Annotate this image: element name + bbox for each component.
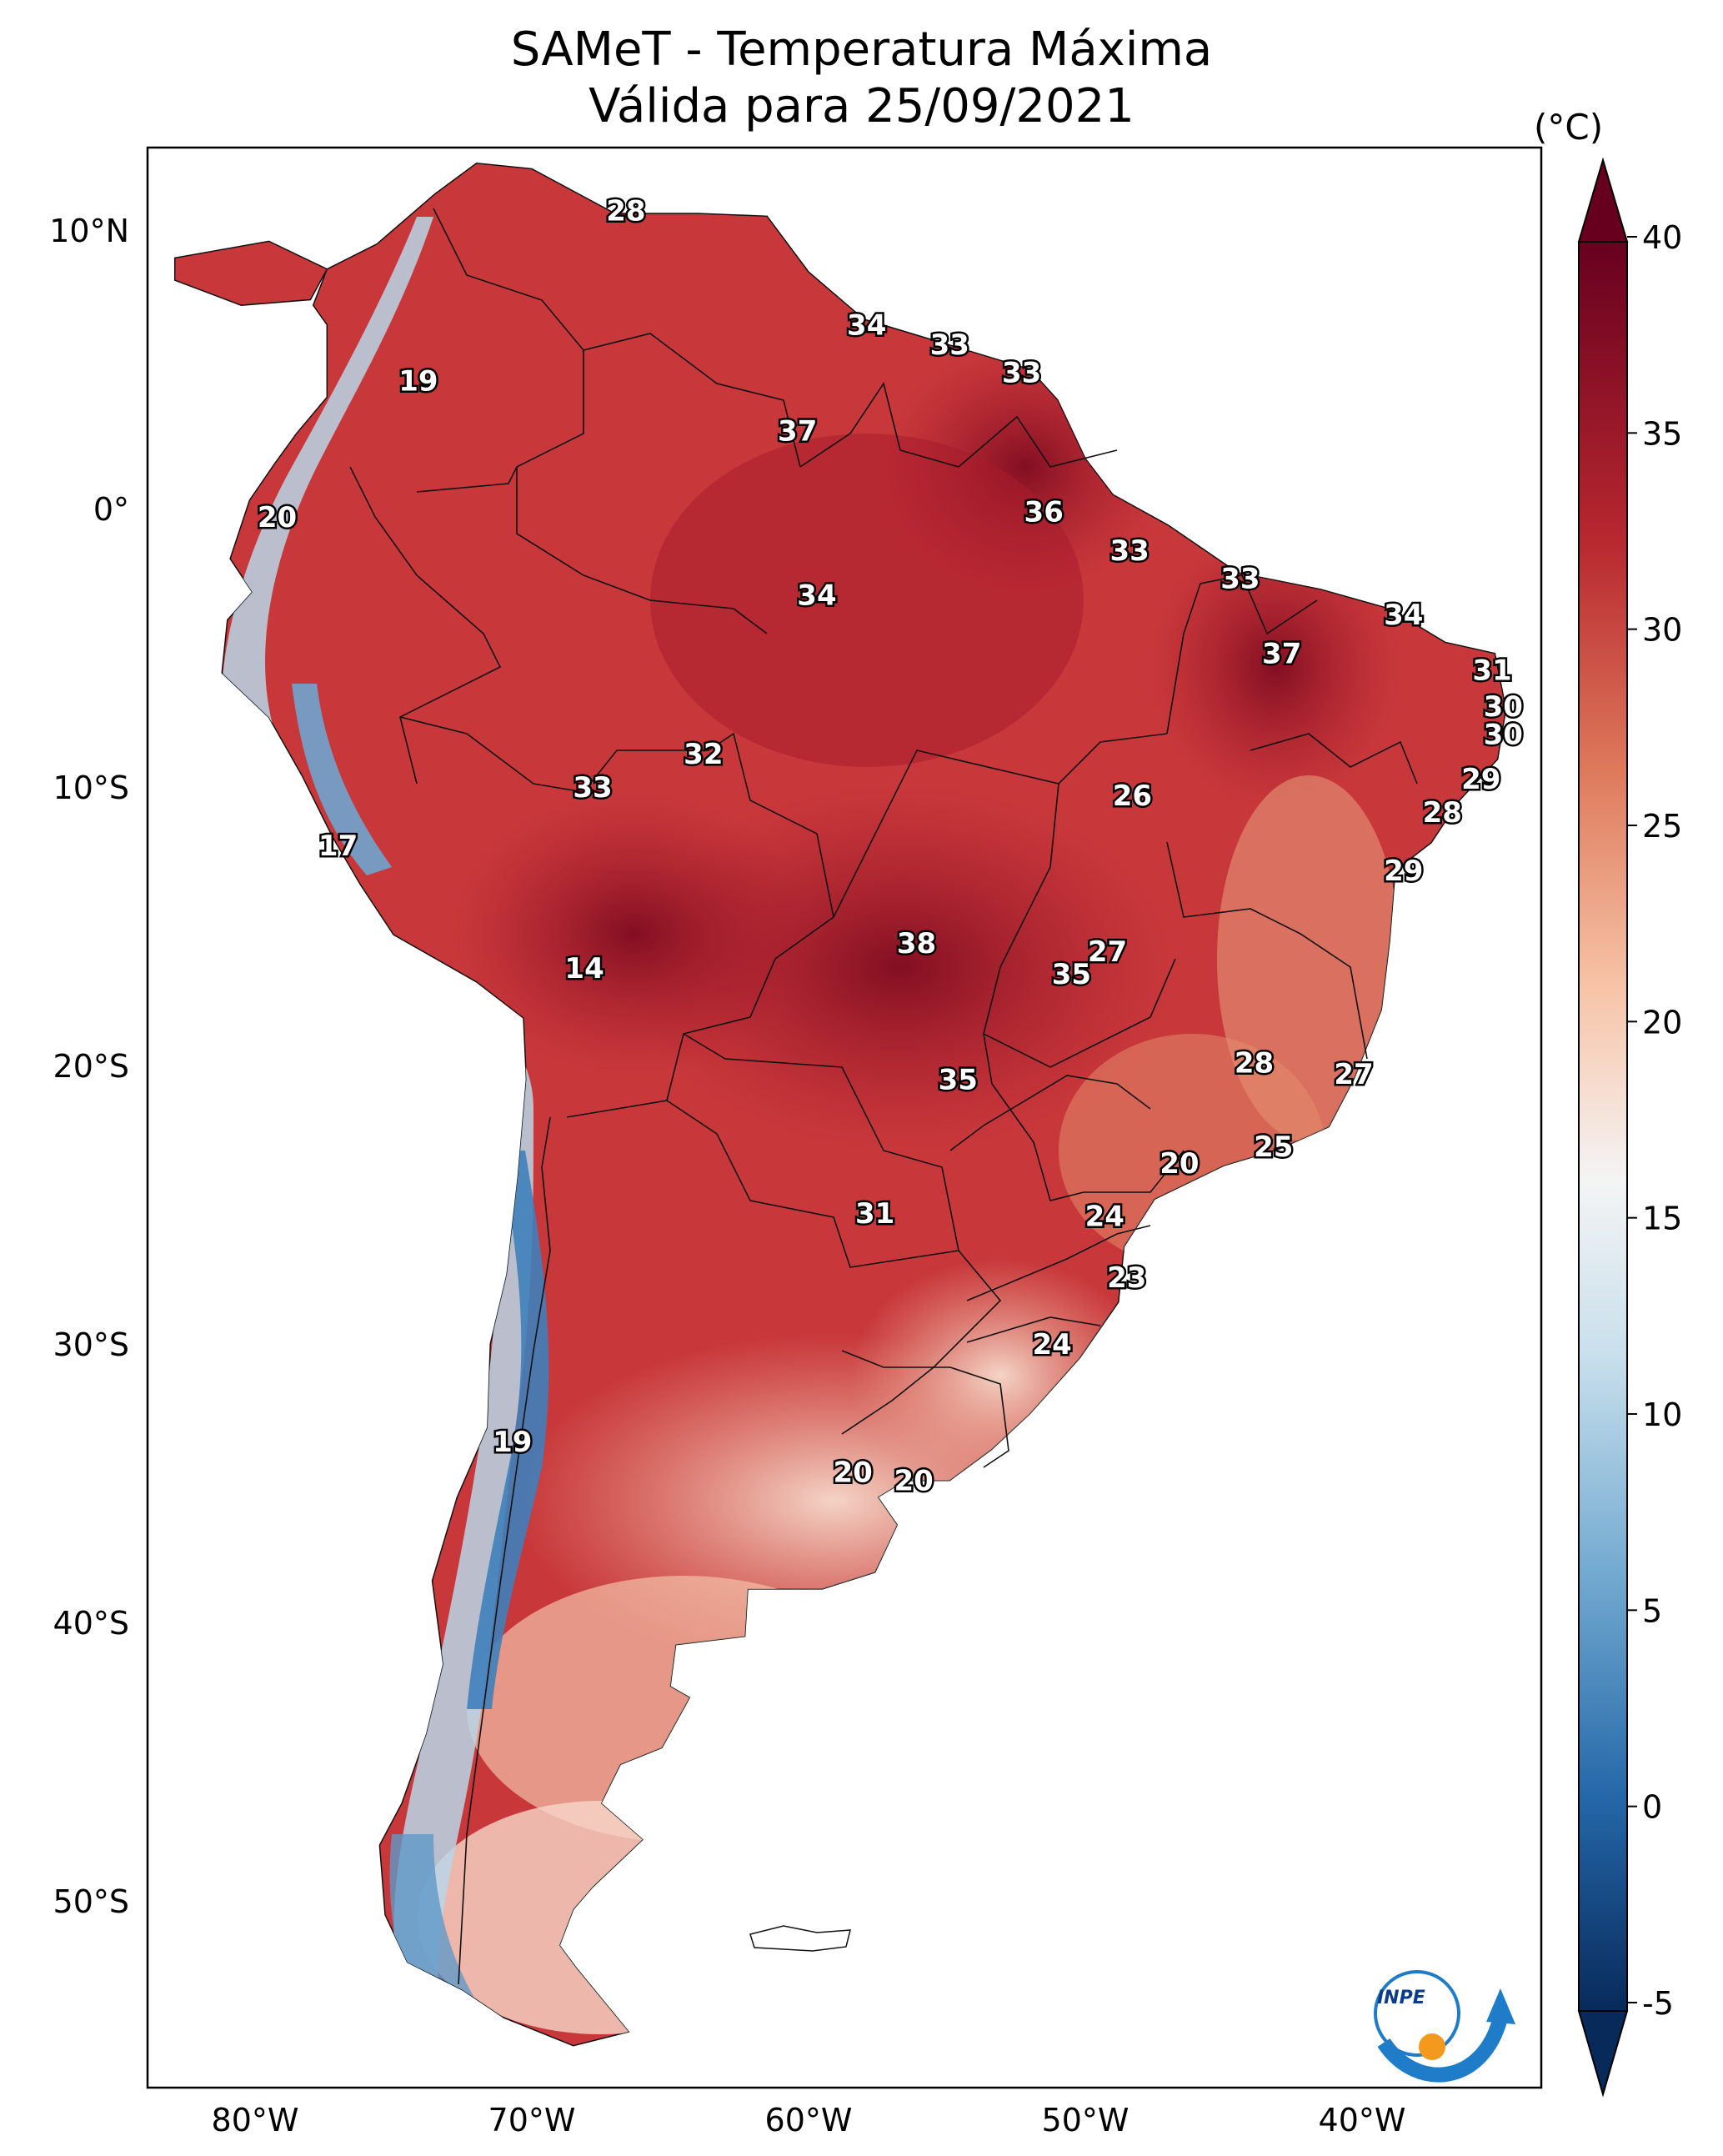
colorbar-unit: (°C) — [1534, 107, 1604, 148]
station-value: 24 — [1085, 1200, 1124, 1233]
station-value: 27 — [1334, 1058, 1373, 1091]
longitude-tick-label: 60°W — [765, 2102, 853, 2138]
station-value: 20 — [258, 501, 297, 534]
country-borders — [349, 208, 1418, 1985]
inpe-logo-text: INPE — [1377, 1988, 1425, 2008]
latitude-tick-label: 0° — [93, 491, 129, 528]
station-value: 33 — [1109, 534, 1149, 568]
longitude-tick-label: 70°W — [488, 2102, 576, 2138]
station-value: 25 — [1254, 1131, 1293, 1164]
colorbar-tick-label: -5 — [1642, 1985, 1674, 2022]
station-value: 37 — [778, 414, 817, 448]
colorbar-tick-label: 0 — [1642, 1789, 1662, 1826]
station-value: 34 — [1384, 599, 1423, 632]
colorbar-tick-label: 40 — [1642, 219, 1682, 256]
panama-landmass — [173, 240, 328, 306]
station-value: 32 — [684, 738, 723, 771]
longitude-tick-label: 40°W — [1319, 2102, 1406, 2138]
station-value: 27 — [1088, 935, 1127, 969]
station-value: 33 — [573, 771, 612, 805]
station-value: 29 — [1461, 763, 1500, 796]
station-value: 24 — [1032, 1328, 1071, 1361]
longitude-tick-label: 80°W — [212, 2102, 299, 2138]
station-value: 31 — [855, 1197, 894, 1231]
longitude-axis: 80°W 70°W 60°W 50°W 40°W — [212, 2102, 1406, 2138]
latitude-tick-label: 10°S — [53, 770, 129, 806]
station-value: 20 — [1160, 1147, 1199, 1181]
station-value: 28 — [1235, 1047, 1274, 1081]
station-value: 20 — [894, 1465, 933, 1498]
station-value: 35 — [1052, 958, 1091, 991]
station-value: 29 — [1384, 855, 1423, 888]
station-value: 33 — [1220, 563, 1260, 596]
latitude-tick-label: 30°S — [53, 1326, 129, 1363]
colorbar-tick-label: 5 — [1642, 1592, 1662, 1629]
colorbar-min-arrow — [1577, 2010, 1629, 2098]
colorbar-tick-label: 25 — [1642, 808, 1682, 845]
latitude-axis: 10°N 0° 10°S 20°S 30°S 40°S 50°S — [49, 213, 129, 1920]
station-value: 19 — [398, 364, 438, 398]
colorbar-ticks: 40 35 30 25 20 15 10 5 0 -5 — [1627, 219, 1682, 2022]
station-value: 23 — [1107, 1261, 1146, 1295]
station-value: 37 — [1262, 638, 1301, 671]
colorbar-max-arrow — [1577, 157, 1629, 243]
colorbar-tick-label: 10 — [1642, 1396, 1682, 1433]
station-value: 26 — [1113, 780, 1152, 813]
latitude-tick-label: 40°S — [53, 1605, 129, 1642]
station-value: 33 — [930, 328, 969, 362]
station-value: 28 — [606, 195, 645, 228]
station-value: 17 — [318, 830, 358, 863]
station-value: 28 — [1423, 796, 1462, 830]
colorbar-tick-label: 15 — [1642, 1201, 1682, 1237]
station-value: 20 — [833, 1457, 872, 1490]
station-value: 34 — [847, 309, 886, 343]
station-value: 33 — [1002, 356, 1041, 389]
station-value: 36 — [1024, 495, 1064, 529]
colorbar: 40 35 30 25 20 15 10 5 0 -5 — [1577, 157, 1682, 2098]
colorbar-tick-label: 35 — [1642, 415, 1682, 452]
station-value: 35 — [939, 1064, 978, 1097]
inpe-logo — [1374, 1970, 1515, 2083]
colorbar-tick-label: 20 — [1642, 1004, 1682, 1040]
latitude-tick-label: 20°S — [53, 1048, 129, 1085]
map-subtitle: Válida para 25/09/2021 — [589, 79, 1134, 133]
station-value: 19 — [493, 1426, 532, 1459]
longitude-tick-label: 50°W — [1042, 2102, 1129, 2138]
latitude-tick-label: 50°S — [53, 1883, 129, 1920]
station-value: 30 — [1484, 719, 1523, 752]
colorbar-tick-label: 30 — [1642, 612, 1682, 649]
station-value: 34 — [797, 579, 836, 613]
station-value: 31 — [1472, 654, 1511, 688]
map-title: SAMeT - Temperatura Máxima — [510, 23, 1213, 77]
colorbar-gradient — [1578, 241, 1628, 2012]
latitude-tick-label: 10°N — [49, 213, 129, 249]
station-value: 30 — [1484, 690, 1523, 724]
station-value: 38 — [897, 927, 936, 960]
station-value: 14 — [564, 952, 604, 985]
